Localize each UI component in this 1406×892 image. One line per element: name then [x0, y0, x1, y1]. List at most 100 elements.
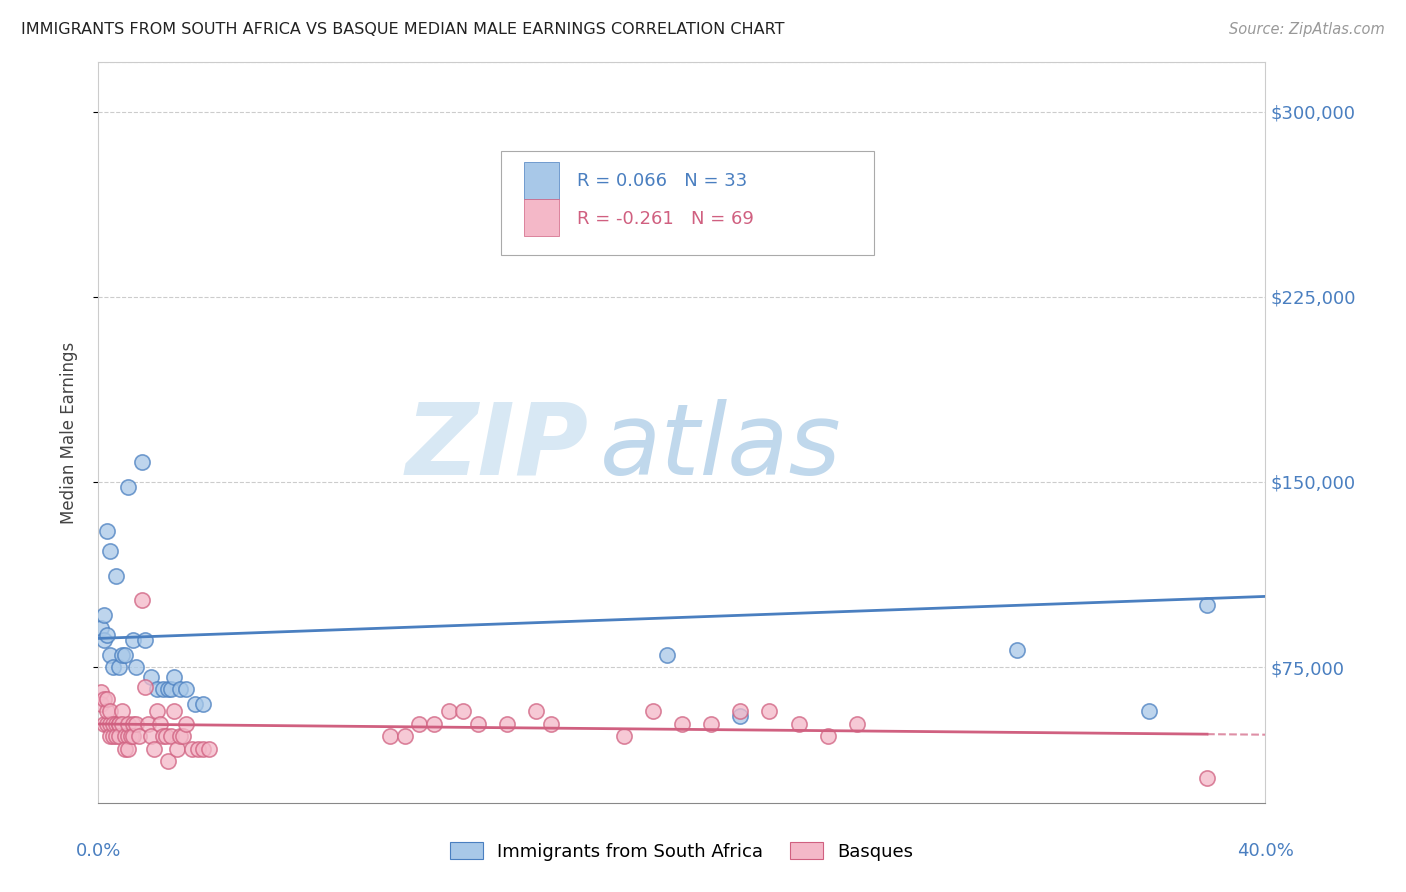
Point	[98, 544, 121, 558]
Point	[700, 716, 723, 731]
Point	[524, 705, 547, 719]
Point	[96, 524, 118, 539]
Point	[111, 716, 134, 731]
Point	[120, 729, 142, 743]
Point	[169, 729, 191, 743]
Point	[758, 705, 780, 719]
Point	[467, 716, 489, 731]
FancyBboxPatch shape	[501, 152, 875, 255]
Point	[108, 716, 131, 731]
Text: atlas: atlas	[600, 399, 842, 496]
Text: 40.0%: 40.0%	[1237, 842, 1294, 860]
Point	[128, 729, 150, 743]
Point	[146, 705, 169, 719]
Point	[122, 632, 145, 647]
Point	[846, 233, 869, 247]
Point	[117, 480, 139, 494]
Point	[101, 660, 124, 674]
Point	[152, 682, 174, 697]
Point	[183, 697, 205, 711]
Point	[98, 705, 121, 719]
Point	[193, 741, 215, 756]
Point	[117, 716, 139, 731]
Point	[136, 716, 159, 731]
Point	[730, 705, 752, 719]
Point	[108, 729, 131, 743]
Point	[174, 716, 197, 731]
Point	[114, 648, 136, 662]
Point	[1137, 705, 1160, 719]
Point	[96, 628, 118, 642]
Point	[93, 608, 115, 623]
Point	[90, 685, 112, 699]
Y-axis label: Median Male Earnings: Median Male Earnings	[59, 342, 77, 524]
Point	[187, 741, 209, 756]
Point	[817, 729, 839, 743]
Point	[98, 648, 121, 662]
Bar	[524, 162, 560, 200]
Point	[671, 716, 693, 731]
Point	[408, 716, 430, 731]
Text: IMMIGRANTS FROM SOUTH AFRICA VS BASQUE MEDIAN MALE EARNINGS CORRELATION CHART: IMMIGRANTS FROM SOUTH AFRICA VS BASQUE M…	[21, 22, 785, 37]
Point	[111, 705, 134, 719]
Point	[101, 716, 124, 731]
Point	[160, 682, 183, 697]
Point	[174, 682, 197, 697]
Point	[131, 593, 153, 607]
Point	[134, 632, 156, 647]
Point	[108, 716, 131, 731]
Point	[380, 729, 402, 743]
Point	[437, 705, 460, 719]
Point	[169, 682, 191, 697]
Point	[93, 716, 115, 731]
Legend: Immigrants from South Africa, Basques: Immigrants from South Africa, Basques	[443, 835, 921, 868]
Point	[1195, 771, 1218, 785]
Point	[131, 455, 153, 469]
Point	[163, 705, 186, 719]
Point	[451, 705, 474, 719]
Point	[172, 729, 194, 743]
Point	[198, 741, 221, 756]
Point	[787, 716, 810, 731]
Point	[114, 741, 136, 756]
Point	[657, 648, 679, 662]
Point	[93, 692, 115, 706]
Point	[98, 729, 121, 743]
Point	[122, 716, 145, 731]
Text: ZIP: ZIP	[405, 399, 589, 496]
Point	[98, 716, 121, 731]
Point	[93, 632, 115, 647]
Point	[540, 716, 562, 731]
Point	[730, 709, 752, 723]
Point	[193, 697, 215, 711]
Point	[612, 729, 634, 743]
Point	[90, 697, 112, 711]
Text: R = -0.261   N = 69: R = -0.261 N = 69	[576, 211, 754, 228]
Point	[1195, 599, 1218, 613]
Point	[163, 670, 186, 684]
Point	[96, 716, 118, 731]
Point	[125, 716, 148, 731]
Point	[117, 741, 139, 756]
Point	[142, 741, 165, 756]
Point	[104, 568, 127, 582]
Point	[166, 741, 188, 756]
Point	[125, 660, 148, 674]
Point	[122, 729, 145, 743]
Text: Source: ZipAtlas.com: Source: ZipAtlas.com	[1229, 22, 1385, 37]
Point	[104, 716, 127, 731]
Point	[1007, 642, 1029, 657]
Point	[846, 716, 869, 731]
Point	[139, 729, 162, 743]
Point	[96, 692, 118, 706]
Text: R = 0.066   N = 33: R = 0.066 N = 33	[576, 172, 747, 190]
Point	[157, 754, 180, 768]
Point	[149, 716, 172, 731]
Point	[152, 729, 174, 743]
Point	[101, 729, 124, 743]
Point	[496, 716, 519, 731]
Bar	[524, 200, 560, 236]
Point	[96, 705, 118, 719]
Point	[134, 680, 156, 694]
Point	[157, 682, 180, 697]
